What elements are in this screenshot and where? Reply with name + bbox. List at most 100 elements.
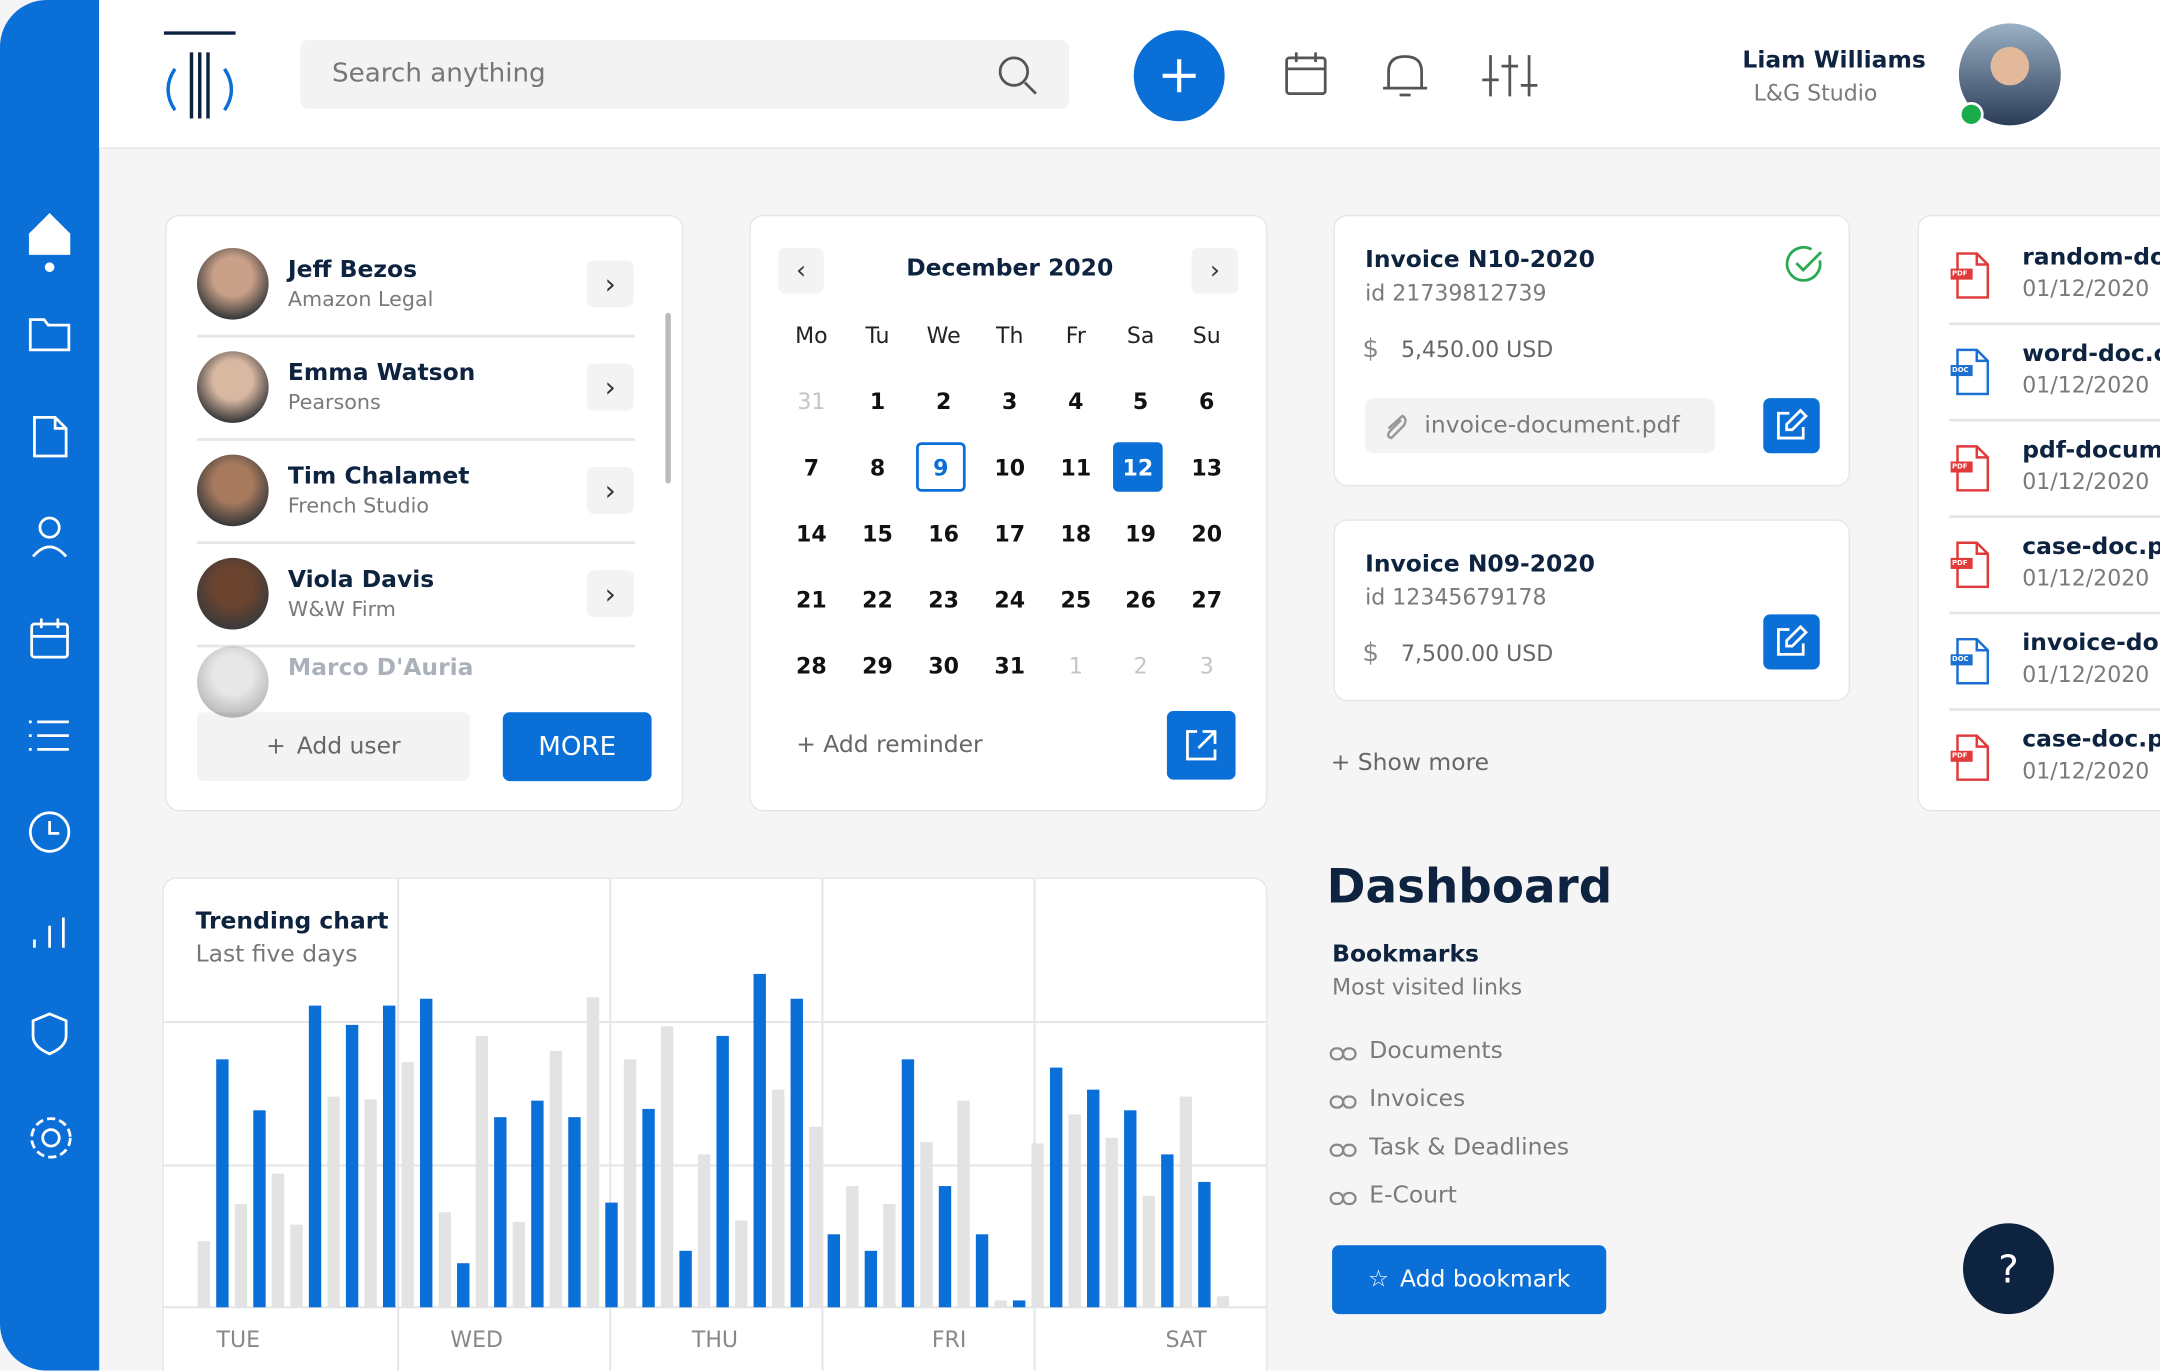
bar [975, 1234, 989, 1308]
home-icon[interactable] [28, 212, 71, 255]
invoice-card[interactable]: invoice-document.pdf Invoice N10-2020 id … [1333, 214, 1851, 487]
bar [1161, 1154, 1174, 1308]
bar [531, 1100, 544, 1308]
calendar-day[interactable]: 21 [796, 586, 827, 613]
file-date: 01/12/2020 [2022, 661, 2150, 688]
link-icon [1329, 1043, 1359, 1062]
calendar-day[interactable]: 30 [928, 652, 959, 679]
contact-open[interactable]: › [586, 570, 634, 618]
contact-open[interactable]: › [586, 466, 634, 514]
bell-tool[interactable] [1383, 55, 1428, 97]
calendar-day[interactable]: 31 [994, 652, 1026, 679]
calendar-day[interactable]: 26 [1125, 586, 1156, 613]
invoice-card[interactable]: Invoice N09-2020 id 12345679178 $7,500.00 … [1333, 519, 1851, 702]
invoice-title: Invoice N09-2020 [1365, 551, 1595, 579]
bookmark-link[interactable]: E-Court [1369, 1181, 1457, 1210]
calendar-day[interactable]: 13 [1191, 453, 1223, 481]
filter-tool[interactable] [1482, 55, 1538, 97]
calendar-day[interactable]: 1 [869, 387, 886, 414]
file-name: random-do [2022, 243, 2160, 272]
calendar-card: ‹ › December 2020 + Add reminder Mo Tu We T… [749, 214, 1268, 812]
trending-chart: Trending chart Last five days TUE WED THU F… [163, 878, 1266, 1371]
x-label: SAT [1165, 1328, 1207, 1353]
calendar-day[interactable]: 12 [1113, 442, 1163, 492]
sidebar-icons [28, 212, 72, 1159]
shield-icon[interactable] [31, 1012, 68, 1056]
calendar-day[interactable]: 17 [994, 520, 1026, 547]
add-button[interactable] [1132, 29, 1226, 123]
clock-icon[interactable] [28, 811, 71, 853]
calendar-day[interactable]: 11 [1060, 453, 1092, 481]
calendar-day[interactable]: 1 [1068, 652, 1083, 679]
calendar-day[interactable]: 5 [1132, 387, 1149, 414]
folder-icon[interactable] [28, 318, 71, 352]
calendar-title: December 2020 [906, 254, 1114, 283]
calendar-tool[interactable] [1285, 52, 1327, 96]
calendar-day[interactable]: 14 [796, 520, 827, 547]
calendar-day[interactable]: 27 [1191, 586, 1223, 613]
calendar-day[interactable]: 25 [1060, 586, 1092, 613]
settings-icon[interactable] [41, 1128, 61, 1148]
calendar-day[interactable]: 16 [928, 520, 959, 547]
add-bookmark-button[interactable]: ☆ Add bookmark [1332, 1245, 1607, 1315]
calendar-day[interactable]: 8 [869, 453, 886, 481]
weekday: Tu [865, 321, 890, 348]
file-icon[interactable] [33, 416, 68, 458]
search-icon[interactable] [996, 54, 1040, 98]
calendar-day[interactable]: 24 [994, 586, 1026, 613]
edit-button[interactable] [1763, 398, 1820, 454]
user-avatar[interactable] [1956, 22, 2066, 132]
bar [438, 1212, 451, 1308]
list-icon[interactable] [28, 720, 69, 751]
next-month[interactable]: › [1191, 247, 1239, 294]
bookmark-link[interactable]: Task & Deadlines [1369, 1133, 1570, 1162]
file-name: case-doc.p [2022, 533, 2160, 561]
help-button[interactable]: ? [1963, 1223, 2054, 1315]
calendar-day[interactable]: 2 [1133, 652, 1148, 679]
calendar-day[interactable]: 20 [1191, 520, 1223, 547]
add-reminder[interactable]: + Add reminder [796, 731, 983, 760]
calendar-day[interactable]: 3 [1199, 652, 1214, 679]
calendar-day[interactable]: 18 [1060, 520, 1092, 547]
bar [1142, 1195, 1156, 1308]
attachment[interactable]: invoice-document.pdf [1365, 398, 1716, 454]
bookmark-link[interactable]: Invoices [1369, 1085, 1466, 1114]
edit-button[interactable] [1763, 614, 1820, 670]
bar [216, 1059, 229, 1308]
bar [920, 1141, 933, 1308]
open-calendar-button[interactable] [1166, 710, 1236, 780]
contact-open[interactable]: › [586, 260, 634, 308]
more-button[interactable]: MORE [502, 712, 652, 782]
add-user-button[interactable]: + Add user [196, 712, 470, 782]
contact-open[interactable]: › [586, 363, 634, 411]
show-more[interactable]: + Show more [1330, 749, 1490, 777]
calendar-day[interactable]: 10 [994, 453, 1026, 481]
calendar-day[interactable]: 9 [916, 442, 966, 492]
calendar-day[interactable]: 23 [928, 586, 959, 613]
calendar-icon[interactable] [30, 622, 69, 659]
file-name: case-doc.p [2022, 725, 2160, 754]
scrollbar[interactable] [665, 312, 671, 484]
bookmark-link[interactable]: Documents [1369, 1037, 1503, 1065]
calendar-day[interactable]: 2 [935, 387, 952, 414]
separator [196, 334, 636, 337]
separator [196, 644, 636, 647]
calendar-day[interactable]: 7 [803, 453, 820, 481]
calendar-day[interactable]: 29 [862, 652, 893, 679]
calendar-day[interactable]: 3 [1002, 387, 1018, 414]
calendar-day[interactable]: 28 [796, 652, 827, 679]
prev-month[interactable]: ‹ [778, 247, 824, 294]
link-icon [1329, 1139, 1359, 1158]
calendar-day[interactable]: 15 [862, 520, 893, 547]
calendar-day[interactable]: 6 [1199, 387, 1215, 414]
calendar-day[interactable]: 31 [797, 387, 826, 414]
calendar-day[interactable]: 19 [1125, 520, 1156, 547]
stats-icon[interactable] [33, 917, 65, 948]
user-icon[interactable] [38, 516, 61, 539]
calendar-day[interactable]: 4 [1068, 387, 1084, 414]
calendar-day[interactable]: 22 [862, 586, 893, 613]
search-box[interactable]: Search anything [300, 39, 1069, 109]
invoice-id: id 21739812739 [1365, 279, 1547, 306]
weekday: Fr [1065, 321, 1086, 348]
